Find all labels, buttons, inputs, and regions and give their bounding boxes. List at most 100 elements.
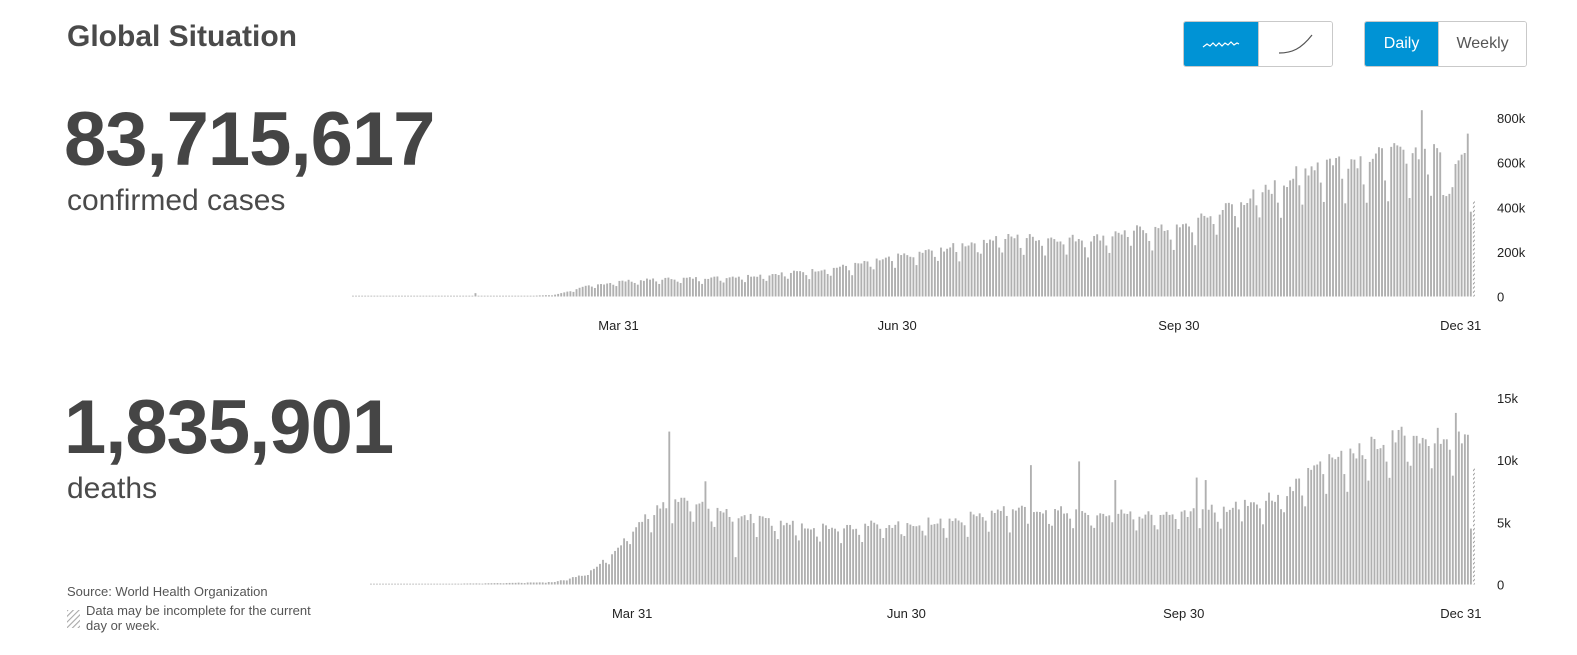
- cases-bar: [725, 278, 728, 297]
- cases-bar: [649, 279, 651, 297]
- deaths-bar: [1033, 512, 1035, 585]
- cases-bar: [1439, 152, 1442, 297]
- cases-bar: [391, 295, 394, 297]
- cases-bar: [701, 283, 704, 297]
- cases-bar: [1108, 252, 1111, 297]
- cases-bar: [1142, 230, 1145, 297]
- cases-bar: [1077, 239, 1080, 297]
- daily-sparkline-button[interactable]: [1184, 22, 1258, 66]
- deaths-bar: [478, 583, 481, 585]
- deaths-bar: [800, 523, 803, 585]
- cases-bar: [633, 282, 636, 297]
- deaths-bar: [1427, 446, 1430, 585]
- cases-bar: [707, 278, 710, 297]
- deaths-bar: [502, 583, 505, 585]
- daily-button[interactable]: Daily: [1365, 22, 1439, 66]
- cases-bar: [780, 272, 783, 297]
- cases-bar: [1472, 200, 1475, 297]
- deaths-bar: [921, 530, 924, 585]
- cases-bar: [517, 295, 520, 297]
- deaths-bar: [638, 522, 641, 585]
- cases-bar: [688, 277, 691, 297]
- deaths-bar: [589, 570, 592, 585]
- deaths-bar: [373, 583, 375, 585]
- cases-bar: [413, 295, 416, 297]
- cases-bar: [1197, 217, 1200, 297]
- cases-bar: [1028, 234, 1031, 297]
- deaths-bar: [1445, 439, 1448, 585]
- cases-bar: [1041, 245, 1043, 297]
- deaths-bar: [1042, 513, 1044, 585]
- deaths-bar: [1310, 469, 1313, 585]
- deaths-bar: [1234, 501, 1237, 585]
- deaths-bar: [1093, 527, 1096, 585]
- deaths-bar: [692, 521, 695, 585]
- cases-bar: [584, 285, 587, 297]
- deaths-bar: [803, 528, 806, 585]
- deaths-bar: [620, 545, 622, 585]
- cases-bar: [1120, 234, 1123, 297]
- deaths-bar: [1403, 435, 1406, 585]
- cases-bar: [1423, 148, 1426, 297]
- cumulative-curve-button[interactable]: [1258, 22, 1332, 66]
- cases-bar: [1420, 110, 1423, 297]
- cases-bar: [1203, 215, 1206, 297]
- deaths-bar: [665, 508, 668, 585]
- cases-bar: [621, 280, 624, 297]
- cases-y-tick-label: 400k: [1497, 200, 1526, 215]
- weekly-button[interactable]: Weekly: [1438, 22, 1526, 66]
- cumulative-curve-icon: [1278, 34, 1312, 54]
- deaths-bar: [1017, 507, 1020, 585]
- deaths-bar: [1325, 493, 1328, 585]
- cases-bar: [514, 295, 517, 297]
- deaths-bar: [526, 582, 529, 585]
- deaths-bar: [1451, 475, 1454, 585]
- deaths-bar: [822, 523, 824, 585]
- deaths-bar: [1048, 523, 1050, 585]
- deaths-bar: [1454, 412, 1457, 585]
- deaths-bar: [900, 534, 903, 585]
- cases-bar: [1384, 180, 1387, 297]
- cases-bar: [428, 295, 431, 297]
- cases-x-tick-label: Sep 30: [1158, 318, 1199, 333]
- cases-bar: [612, 284, 615, 297]
- cases-bar: [587, 285, 590, 297]
- deaths-bar: [1343, 474, 1346, 585]
- deaths-bar: [457, 583, 460, 585]
- cases-bar: [569, 291, 572, 297]
- cases-bar: [930, 250, 933, 297]
- cases-bar: [728, 277, 731, 297]
- cases-bar: [508, 295, 511, 297]
- deaths-bar: [505, 583, 508, 585]
- cases-bar: [786, 278, 789, 297]
- cases-bar: [774, 274, 777, 297]
- deaths-bar: [891, 527, 894, 585]
- cases-bar: [639, 280, 642, 297]
- cases-bar: [434, 295, 437, 297]
- cases-y-tick-label: 0: [1497, 290, 1504, 305]
- cases-bar: [1295, 166, 1298, 297]
- cases-bar: [1258, 217, 1261, 297]
- cases-bar: [1322, 201, 1325, 297]
- deaths-bar: [1195, 477, 1198, 585]
- cases-bar: [1448, 193, 1451, 297]
- deaths-bar: [514, 582, 517, 585]
- deaths-bar: [924, 535, 927, 585]
- cases-bar: [1252, 189, 1255, 297]
- cases-bar: [1344, 203, 1347, 297]
- cases-bar: [924, 250, 927, 297]
- cases-bar: [1307, 175, 1310, 297]
- cases-bar: [823, 269, 826, 297]
- cases-y-tick-label: 200k: [1497, 245, 1526, 260]
- cases-bar: [1117, 232, 1120, 297]
- deaths-bar: [376, 583, 378, 585]
- deaths-bar: [415, 583, 418, 585]
- cases-bar: [1053, 239, 1056, 297]
- deaths-bar: [535, 582, 538, 585]
- cases-bar: [1393, 143, 1396, 297]
- cases-bar: [370, 295, 373, 297]
- deaths-bar: [1177, 529, 1180, 585]
- deaths-bar: [794, 535, 797, 585]
- deaths-bar: [1111, 522, 1114, 585]
- deaths-bar: [813, 528, 815, 585]
